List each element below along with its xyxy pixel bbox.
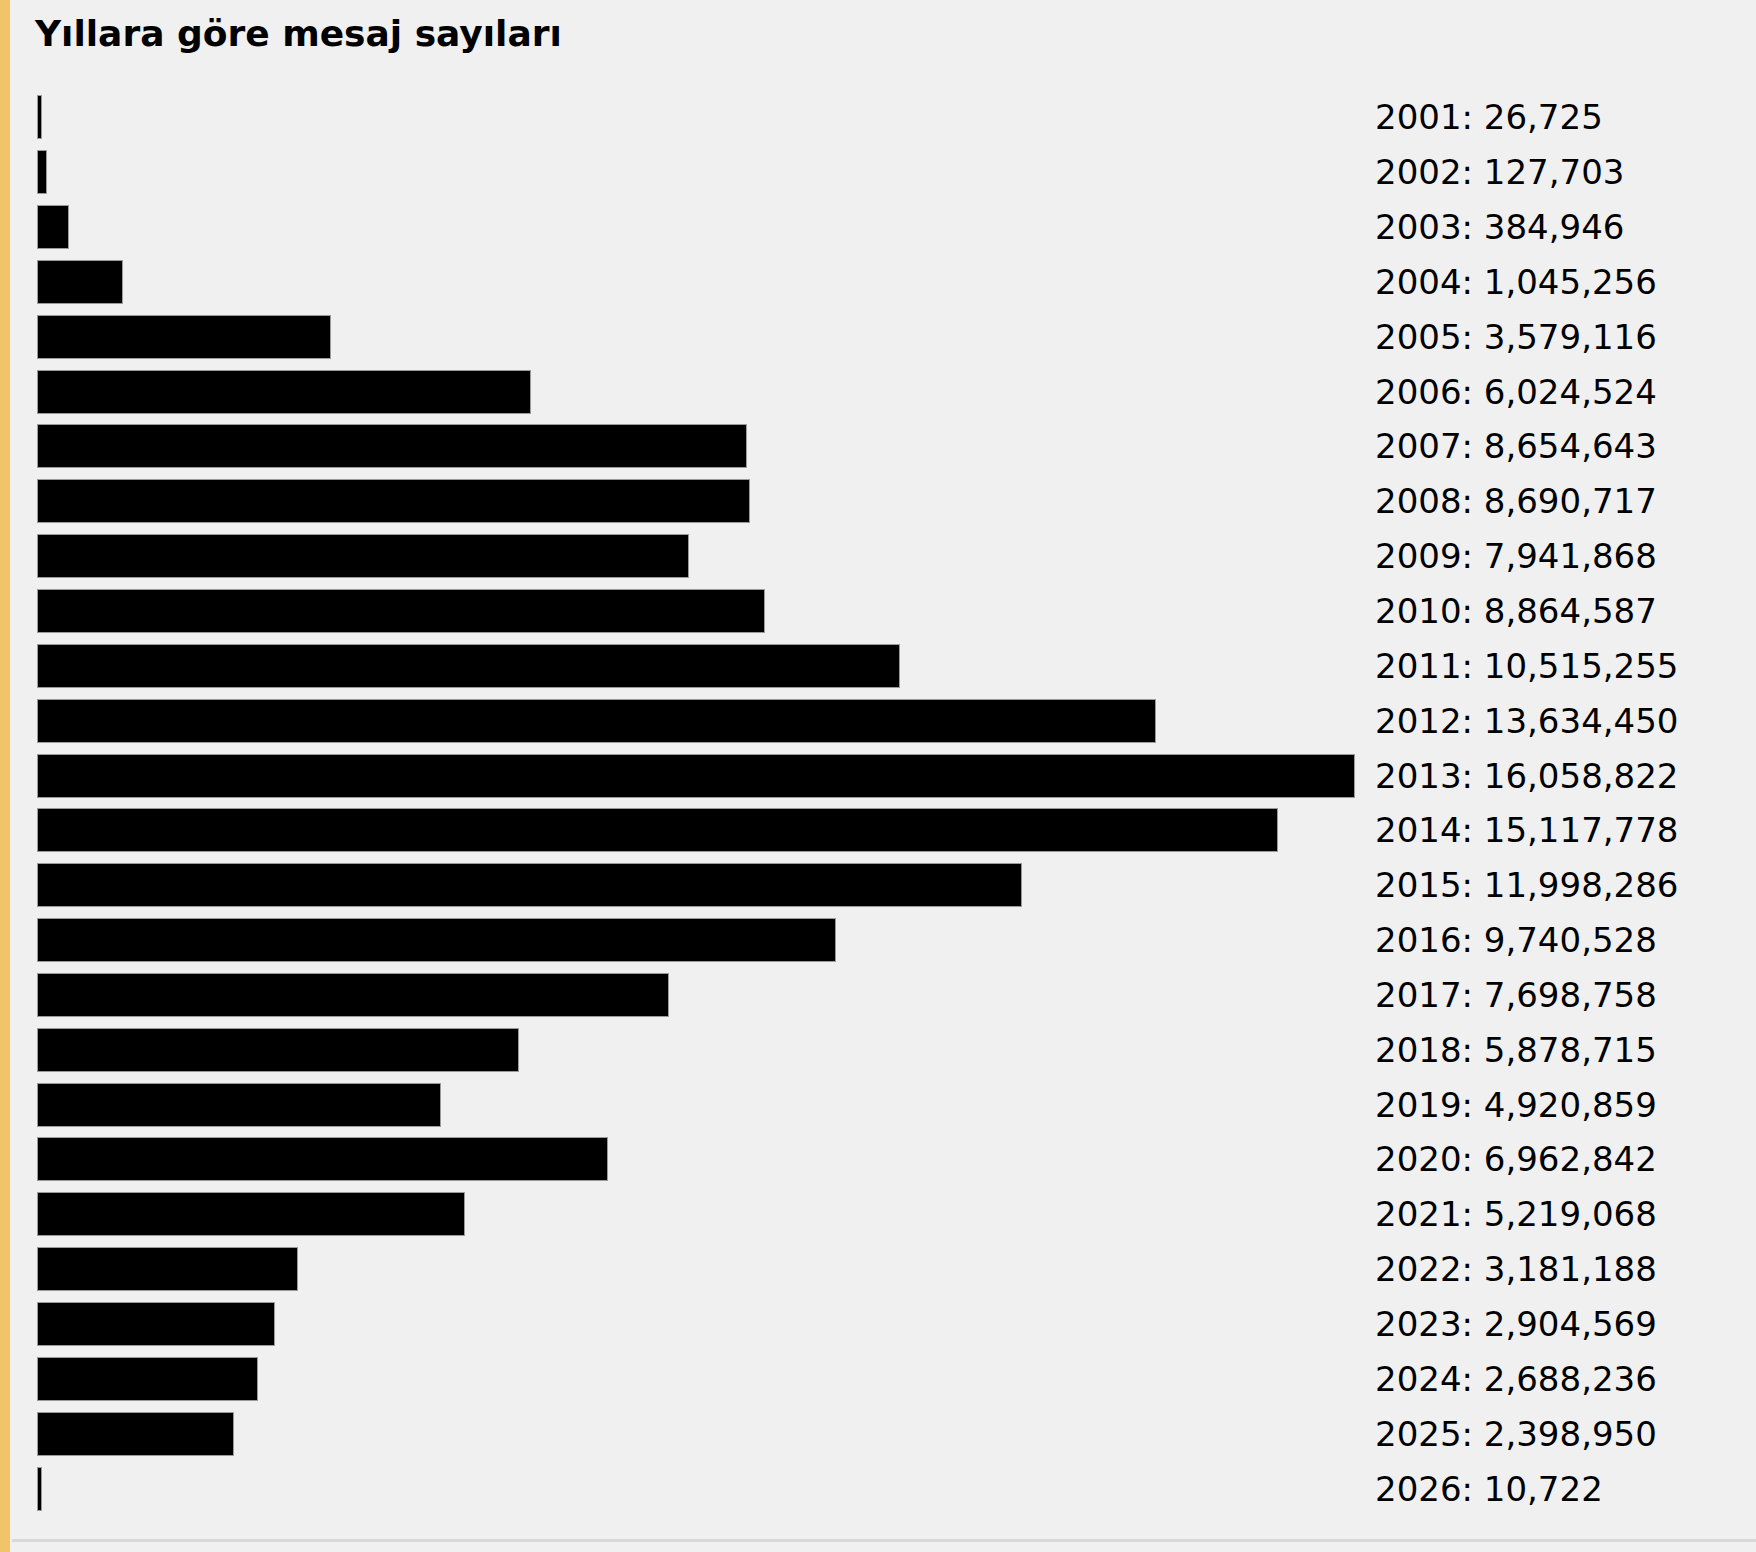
chart-row: 2026: 10,722 [37, 1461, 1756, 1516]
chart-bar [37, 1467, 42, 1511]
chart-row-label: 2026: 10,722 [1375, 1469, 1603, 1509]
chart-row: 2002: 127,703 [37, 145, 1756, 200]
chart-row: 2015: 11,998,286 [37, 858, 1756, 913]
chart-row-label: 2016: 9,740,528 [1375, 920, 1657, 960]
chart-row-label: 2011: 10,515,255 [1375, 646, 1678, 686]
chart-row-label: 2025: 2,398,950 [1375, 1414, 1657, 1454]
chart-bar [37, 1412, 234, 1456]
chart-row-label: 2005: 3,579,116 [1375, 317, 1657, 357]
chart-bar [37, 95, 42, 139]
chart-row-label: 2021: 5,219,068 [1375, 1194, 1657, 1234]
chart-bar [37, 1083, 441, 1127]
chart-bar [37, 1357, 258, 1401]
chart-row: 2023: 2,904,569 [37, 1297, 1756, 1352]
chart-row-label: 2017: 7,698,758 [1375, 975, 1657, 1015]
chart-bar [37, 589, 765, 633]
chart-row: 2012: 13,634,450 [37, 693, 1756, 748]
chart-row-label: 2022: 3,181,188 [1375, 1249, 1657, 1289]
chart-row-label: 2002: 127,703 [1375, 152, 1624, 192]
chart-bar [37, 1247, 298, 1291]
chart-row: 2003: 384,946 [37, 200, 1756, 255]
chart-bar [37, 1028, 519, 1072]
chart-row-label: 2008: 8,690,717 [1375, 481, 1657, 521]
chart-row-label: 2015: 11,998,286 [1375, 865, 1678, 905]
chart-row: 2008: 8,690,717 [37, 474, 1756, 529]
chart-row: 2004: 1,045,256 [37, 255, 1756, 310]
chart-row-label: 2009: 7,941,868 [1375, 536, 1657, 576]
chart-bar [37, 644, 900, 688]
chart-bar [37, 424, 747, 468]
chart-row: 2009: 7,941,868 [37, 529, 1756, 584]
statistics-page: Yıllara göre mesaj sayıları 2001: 26,725… [0, 0, 1756, 1552]
chart-bar [37, 973, 669, 1017]
chart-row: 2006: 6,024,524 [37, 364, 1756, 419]
chart-row: 2018: 5,878,715 [37, 1022, 1756, 1077]
chart-row-label: 2024: 2,688,236 [1375, 1359, 1657, 1399]
chart-bar [37, 479, 750, 523]
left-accent-stripe [0, 0, 10, 1552]
chart-row-label: 2013: 16,058,822 [1375, 756, 1678, 796]
chart-row: 2022: 3,181,188 [37, 1242, 1756, 1297]
chart-row: 2021: 5,219,068 [37, 1187, 1756, 1242]
chart-row-label: 2006: 6,024,524 [1375, 372, 1657, 412]
chart-row-label: 2010: 8,864,587 [1375, 591, 1657, 631]
chart-row-label: 2003: 384,946 [1375, 207, 1624, 247]
messages-per-year-chart: 2001: 26,725 2002: 127,703 2003: 384,946 20… [37, 90, 1756, 1516]
chart-row-label: 2004: 1,045,256 [1375, 262, 1657, 302]
chart-row-label: 2019: 4,920,859 [1375, 1085, 1657, 1125]
chart-bar [37, 315, 331, 359]
chart-bar [37, 205, 69, 249]
chart-row: 2010: 8,864,587 [37, 584, 1756, 639]
chart-bar [37, 370, 531, 414]
chart-row: 2011: 10,515,255 [37, 638, 1756, 693]
chart-row: 2005: 3,579,116 [37, 309, 1756, 364]
chart-bar [37, 918, 836, 962]
chart-row-label: 2007: 8,654,643 [1375, 426, 1657, 466]
chart-row: 2017: 7,698,758 [37, 968, 1756, 1023]
chart-row: 2025: 2,398,950 [37, 1406, 1756, 1461]
chart-bar [37, 863, 1022, 907]
chart-bar [37, 1192, 465, 1236]
chart-row-label: 2012: 13,634,450 [1375, 701, 1678, 741]
chart-row: 2020: 6,962,842 [37, 1132, 1756, 1187]
chart-bar [37, 260, 123, 304]
bottom-divider [12, 1539, 1756, 1542]
chart-bar [37, 754, 1355, 798]
chart-row: 2019: 4,920,859 [37, 1077, 1756, 1132]
chart-row-label: 2020: 6,962,842 [1375, 1139, 1657, 1179]
chart-row: 2014: 15,117,778 [37, 803, 1756, 858]
chart-bar [37, 150, 47, 194]
chart-bar [37, 699, 1156, 743]
chart-row: 2001: 26,725 [37, 90, 1756, 145]
chart-bar [37, 1302, 275, 1346]
chart-row-label: 2023: 2,904,569 [1375, 1304, 1657, 1344]
chart-row: 2016: 9,740,528 [37, 913, 1756, 968]
chart-row: 2007: 8,654,643 [37, 419, 1756, 474]
chart-bar [37, 1137, 608, 1181]
chart-bar [37, 534, 689, 578]
chart-row-label: 2001: 26,725 [1375, 97, 1603, 137]
chart-row: 2013: 16,058,822 [37, 748, 1756, 803]
chart-bar [37, 808, 1278, 852]
chart-row: 2024: 2,688,236 [37, 1351, 1756, 1406]
chart-row-label: 2018: 5,878,715 [1375, 1030, 1657, 1070]
page-title: Yıllara göre mesaj sayıları [35, 12, 562, 55]
chart-row-label: 2014: 15,117,778 [1375, 810, 1678, 850]
